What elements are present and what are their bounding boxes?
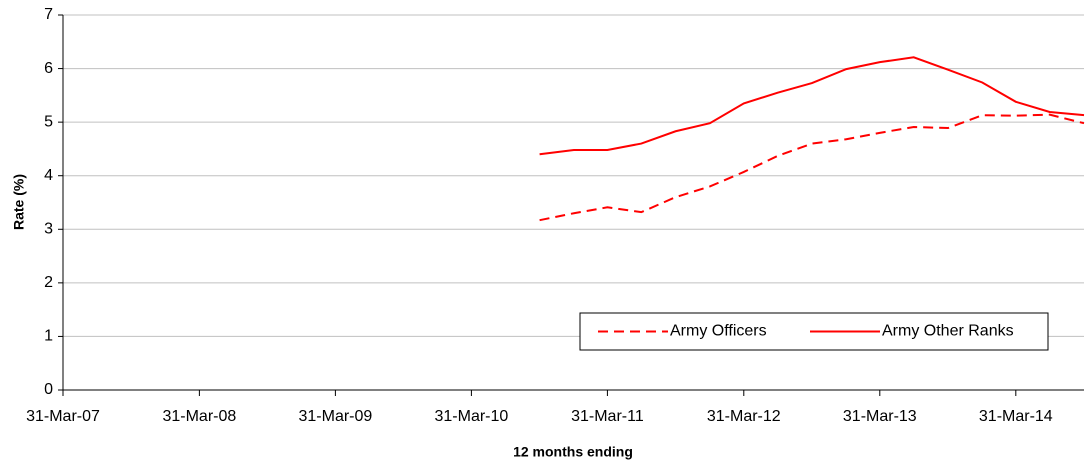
x-tick-label: 31-Mar-10 xyxy=(434,408,508,425)
x-tick-label: 31-Mar-11 xyxy=(571,408,644,425)
x-axis-title: 12 months ending xyxy=(513,444,633,460)
y-tick-label: 5 xyxy=(44,113,53,130)
x-tick-label: 31-Mar-07 xyxy=(26,408,100,425)
x-tick-label: 31-Mar-14 xyxy=(979,408,1053,425)
y-tick-label: 1 xyxy=(44,328,53,345)
line-series xyxy=(539,113,1085,222)
line-series xyxy=(539,56,1085,156)
x-tick-label: 31-Mar-09 xyxy=(298,408,372,425)
y-tick-label: 4 xyxy=(44,167,53,184)
y-tick-label: 2 xyxy=(44,274,53,291)
x-tick-label: 31-Mar-13 xyxy=(843,408,917,425)
y-axis-title: Rate (%) xyxy=(11,174,27,230)
legend-label: Army Officers xyxy=(670,323,767,340)
y-tick-label: 6 xyxy=(44,60,53,77)
y-tick-label: 0 xyxy=(44,381,53,398)
y-tick-label: 7 xyxy=(44,6,53,23)
x-tick-label: 31-Mar-12 xyxy=(707,408,781,425)
y-tick-label: 3 xyxy=(44,221,53,238)
x-tick-label: 31-Mar-08 xyxy=(162,408,236,425)
legend-label: Army Other Ranks xyxy=(882,323,1014,340)
